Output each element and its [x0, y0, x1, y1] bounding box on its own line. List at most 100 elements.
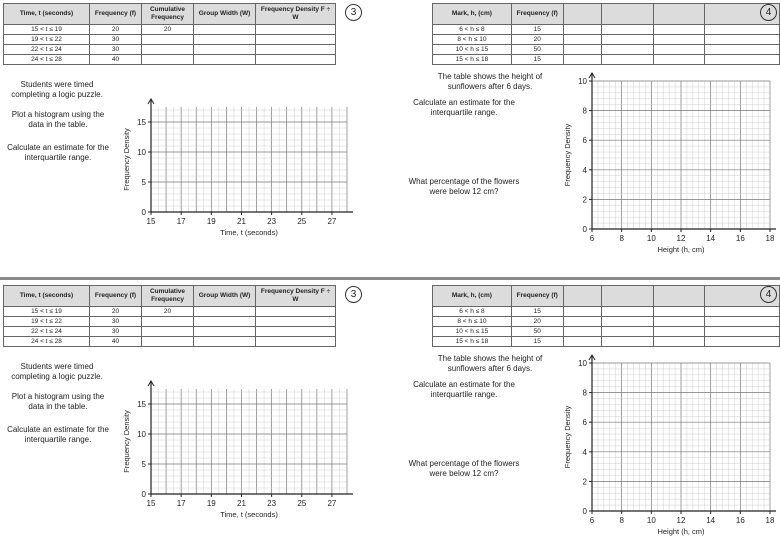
cell[interactable] [652, 44, 706, 55]
cell[interactable] [562, 54, 603, 65]
q3-table: Time, t (seconds) Frequency (f) Cumulati… [3, 3, 336, 65]
cell[interactable] [652, 306, 706, 317]
cell[interactable] [193, 54, 256, 65]
cell[interactable] [255, 316, 336, 327]
x-tick-label: 8 [619, 516, 624, 525]
q3-histogram-grid[interactable]: 15 17 19 21 23 25 27 0 5 10 15 Time, t (seconds) Fre… [115, 374, 355, 524]
cell[interactable] [601, 54, 654, 65]
cell[interactable] [704, 54, 780, 65]
cell[interactable] [193, 316, 256, 327]
cell[interactable] [193, 336, 256, 347]
cell[interactable] [193, 34, 256, 45]
y-axis-arrow-icon [147, 98, 155, 105]
y-axis-label: Frequency Density [563, 405, 572, 468]
cell: 10 < h ≤ 15 [432, 326, 512, 337]
cell[interactable] [255, 326, 336, 337]
cell: 20 [510, 34, 564, 45]
cell: 50 [510, 326, 564, 337]
x-tick-label: 8 [619, 234, 624, 243]
y-tick-label: 4 [583, 166, 588, 175]
cell[interactable] [601, 336, 654, 347]
q3-header-frequency: Frequency (f) [89, 285, 142, 307]
q3-header-cumulative: Cumulative Frequency [141, 285, 194, 307]
cell[interactable] [601, 306, 654, 317]
page-divider [0, 277, 780, 280]
cell[interactable] [255, 44, 336, 55]
cell[interactable] [255, 24, 336, 35]
q3-header-time: Time, t (seconds) [3, 3, 90, 25]
cell[interactable] [652, 336, 706, 347]
q3-table: Time, t (seconds) Frequency (f) Cumulati… [3, 285, 336, 347]
cell[interactable] [652, 326, 706, 337]
grid-lines [591, 80, 771, 230]
cell[interactable] [601, 24, 654, 35]
cell[interactable] [255, 336, 336, 347]
table-row: 6 < h ≤ 8 15 [432, 306, 780, 317]
cell[interactable] [562, 44, 603, 55]
grid-lines [150, 389, 348, 495]
x-tick-label: 19 [207, 499, 216, 508]
cell[interactable] [193, 326, 256, 337]
q3-intro-text: Students were timed completing a logic p… [11, 80, 103, 99]
q4-iqr-text: Calculate an estimate for the interquart… [413, 98, 515, 117]
cell[interactable] [193, 44, 256, 55]
cell[interactable] [601, 44, 654, 55]
cell[interactable] [255, 54, 336, 65]
cell: 19 < t ≤ 22 [3, 34, 90, 45]
cell[interactable] [704, 44, 780, 55]
cell[interactable] [704, 34, 780, 45]
cell[interactable] [193, 24, 256, 35]
cell: 10 < h ≤ 15 [432, 44, 512, 55]
y-tick-label: 10 [578, 77, 587, 86]
cell[interactable] [652, 24, 706, 35]
y-axis-arrow-icon [588, 354, 596, 361]
y-tick-label: 8 [583, 389, 588, 398]
q3-intro-text: Students were timed completing a logic p… [11, 362, 103, 381]
cell[interactable] [562, 326, 603, 337]
cell[interactable] [141, 34, 194, 45]
y-tick-label: 0 [583, 507, 588, 516]
x-tick-label: 17 [177, 499, 186, 508]
cell[interactable] [704, 24, 780, 35]
table-row: 15 < h ≤ 18 15 [432, 336, 780, 347]
cell[interactable] [601, 316, 654, 327]
cell[interactable] [652, 54, 706, 65]
q4-header-frequency: Frequency (f) [510, 285, 564, 307]
q3-histogram-grid[interactable]: 15 17 19 21 23 25 27 0 5 10 15 Time, t (seconds) Fre… [115, 92, 355, 242]
cell[interactable] [562, 24, 603, 35]
cell[interactable] [141, 336, 194, 347]
q4-header-blank [562, 3, 603, 25]
cell[interactable] [141, 44, 194, 55]
cell[interactable] [562, 336, 603, 347]
cell[interactable] [704, 316, 780, 327]
cell[interactable] [601, 326, 654, 337]
cell[interactable] [704, 336, 780, 347]
q3-plot-text: Plot a histogram using the data in the t… [11, 392, 105, 411]
cell: 24 < t ≤ 28 [3, 336, 90, 347]
q3-header-width: Group Width (W) [193, 285, 256, 307]
cell[interactable] [704, 326, 780, 337]
cell[interactable] [255, 306, 336, 317]
cell[interactable] [141, 326, 194, 337]
cell[interactable] [562, 306, 603, 317]
cell[interactable] [141, 54, 194, 65]
x-axis-label: Time, t (seconds) [220, 510, 278, 519]
cell[interactable] [562, 34, 603, 45]
q3-plot-text: Plot a histogram using the data in the t… [11, 110, 105, 129]
cell[interactable] [193, 306, 256, 317]
cell[interactable] [255, 34, 336, 45]
cell[interactable] [652, 316, 706, 327]
cell: 6 < h ≤ 8 [432, 306, 512, 317]
cell[interactable] [562, 316, 603, 327]
worksheet-bottom: Time, t (seconds) Frequency (f) Cumulati… [0, 282, 780, 552]
cell[interactable] [652, 34, 706, 45]
cell[interactable] [141, 316, 194, 327]
y-axis-arrow-icon [588, 72, 596, 79]
cell[interactable] [601, 34, 654, 45]
cell[interactable] [704, 306, 780, 317]
y-tick-label: 15 [137, 118, 146, 127]
q4-header-frequency: Frequency (f) [510, 3, 564, 25]
q4-header-blank [652, 285, 706, 307]
